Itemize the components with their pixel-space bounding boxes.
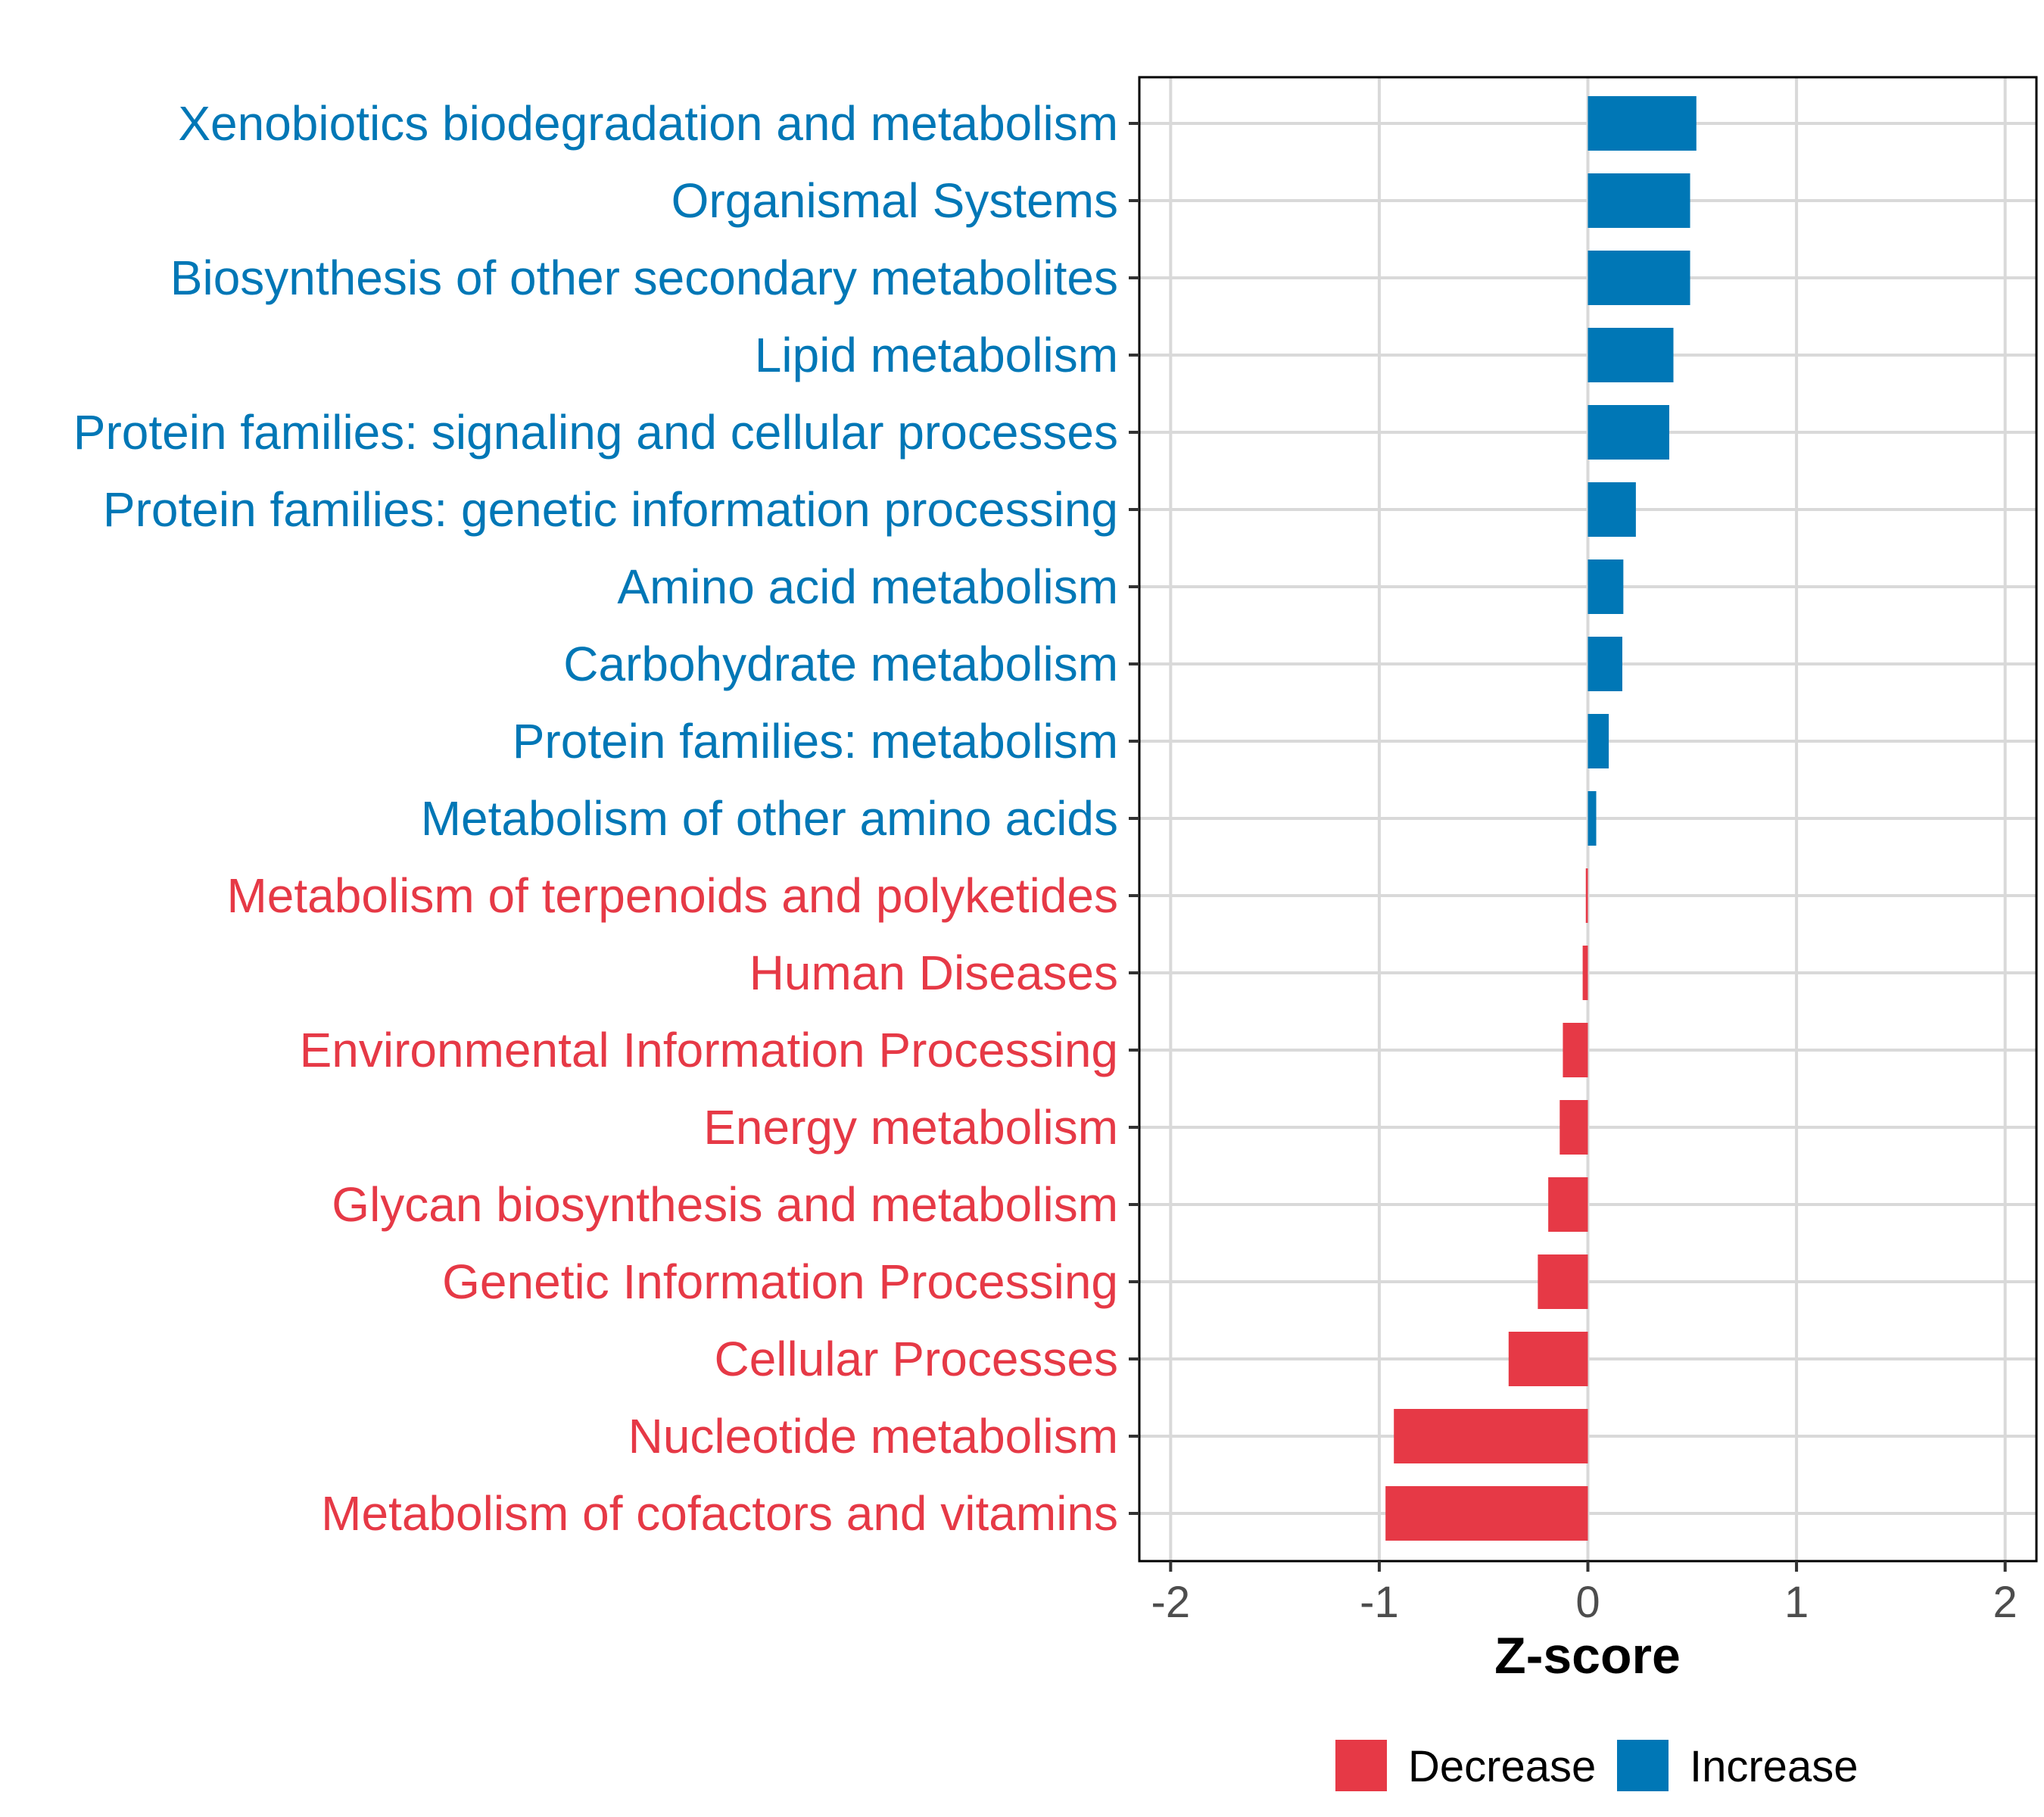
bar: [1563, 1023, 1588, 1077]
y-tick-label: Environmental Information Processing: [300, 1023, 1118, 1077]
bar: [1582, 946, 1588, 1000]
y-tick-label: Organismal Systems: [671, 173, 1118, 228]
y-tick-label: Metabolism of cofactors and vitamins: [321, 1486, 1118, 1541]
category-label-layer: Xenobiotics biodegradation and metabolis…: [73, 96, 1118, 1541]
x-tick-label: 1: [1784, 1578, 1809, 1627]
bar: [1588, 251, 1690, 305]
bar: [1559, 1100, 1588, 1155]
bar-layer: [1385, 96, 1697, 1541]
bar: [1538, 1254, 1588, 1309]
bar: [1588, 637, 1622, 691]
bar: [1588, 559, 1624, 614]
y-tick-label: Protein families: genetic information pr…: [103, 482, 1118, 537]
legend-swatch: [1335, 1740, 1387, 1791]
y-tick-label: Protein families: metabolism: [513, 714, 1118, 768]
bar: [1548, 1177, 1588, 1232]
x-tick-layer: -2 -1 0 1 2: [1151, 1561, 2018, 1627]
y-tick-label: Protein families: signaling and cellular…: [73, 405, 1118, 460]
legend: Decrease Increase: [1335, 1740, 1858, 1791]
bar: [1585, 868, 1588, 923]
y-tick-label: Nucleotide metabolism: [628, 1409, 1118, 1463]
y-tick-label: Genetic Information Processing: [442, 1254, 1118, 1309]
x-tick-label: -1: [1360, 1578, 1399, 1627]
bar: [1508, 1332, 1588, 1386]
legend-swatch: [1617, 1740, 1669, 1791]
y-tick-label: Metabolism of terpenoids and polyketides: [226, 868, 1118, 923]
bar: [1588, 405, 1669, 460]
legend-label: Increase: [1690, 1742, 1858, 1791]
y-tick-label: Xenobiotics biodegradation and metabolis…: [178, 96, 1118, 151]
bar: [1588, 482, 1636, 537]
y-tick-label: Energy metabolism: [703, 1100, 1118, 1155]
x-axis-title: Z-score: [1494, 1627, 1681, 1685]
y-tick-label: Metabolism of other amino acids: [421, 791, 1118, 846]
y-tick-label: Human Diseases: [749, 946, 1118, 1000]
legend-label: Decrease: [1408, 1742, 1596, 1791]
bar: [1588, 173, 1690, 228]
y-tick-label: Amino acid metabolism: [617, 559, 1118, 614]
x-tick-label: 0: [1575, 1578, 1600, 1627]
y-tick-layer: [1129, 122, 1139, 1515]
x-tick-label: 2: [1993, 1578, 2018, 1627]
bar: [1588, 714, 1609, 768]
bar: [1394, 1409, 1588, 1463]
bar: [1588, 328, 1674, 382]
bar: [1588, 791, 1597, 846]
y-tick-label: Cellular Processes: [714, 1332, 1118, 1386]
y-tick-label: Biosynthesis of other secondary metaboli…: [170, 251, 1118, 305]
bar: [1588, 96, 1697, 151]
y-tick-label: Carbohydrate metabolism: [563, 637, 1118, 691]
y-tick-label: Lipid metabolism: [755, 328, 1118, 382]
x-tick-label: -2: [1151, 1578, 1191, 1627]
bar: [1385, 1486, 1588, 1541]
y-tick-label: Glycan biosynthesis and metabolism: [332, 1177, 1118, 1232]
